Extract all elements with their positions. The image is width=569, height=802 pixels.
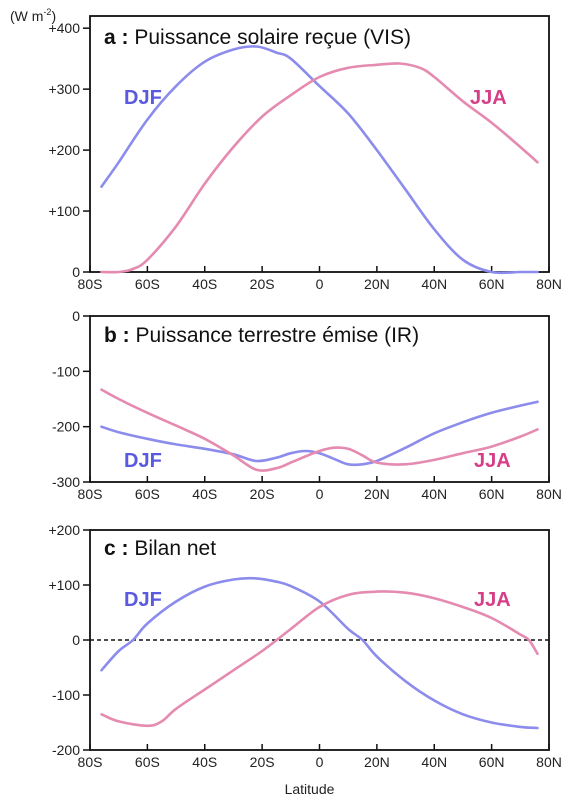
series-line-jja [100, 590, 539, 728]
y-tick-label: 0 [72, 308, 80, 324]
panel-title-text: Bilan net [134, 537, 216, 560]
x-tick-label: 60N [479, 486, 505, 502]
series-line-djf [100, 576, 539, 730]
panel-title-letter: c : [104, 537, 134, 560]
panel-a: 0 +100 +200 +300 +400 80S 60S 40S 20S 0 20N 40N 60N 8… [48, 15, 562, 292]
x-tick-label: 40N [421, 754, 447, 770]
x-tick-label: 40S [192, 486, 217, 502]
series-label-jja: JJA [470, 87, 507, 109]
x-tick-label: 0 [316, 486, 324, 502]
x-tick-label: 20S [250, 754, 275, 770]
panel-title: c : Bilan net [104, 537, 216, 560]
panel-title-letter: b : [104, 324, 136, 347]
x-tick-label: 60N [479, 754, 505, 770]
x-tick-label: 60S [135, 486, 160, 502]
series-label-djf: DJF [124, 589, 162, 611]
y-tick-label: +100 [48, 577, 80, 593]
series-label-jja: JJA [474, 450, 511, 472]
unit-label-close: ) [51, 8, 56, 24]
y-tick-label: +300 [48, 81, 80, 97]
y-tick-label: -100 [52, 687, 80, 703]
y-tick-label: 0 [72, 264, 80, 280]
y-tick-label: -200 [52, 419, 80, 435]
x-tick-label: 80N [536, 276, 562, 292]
x-tick-label: 20N [364, 486, 390, 502]
x-tick-label: 80S [78, 486, 103, 502]
x-tick-label: 60N [479, 276, 505, 292]
y-tick-label: +200 [48, 522, 80, 538]
series-label-djf: DJF [124, 87, 162, 109]
panel-title-letter: a : [104, 26, 134, 49]
series-line-djf [100, 400, 539, 467]
x-tick-label: 40S [192, 754, 217, 770]
unit-label-text: (W m [10, 8, 43, 24]
x-tick-label: 40S [192, 276, 217, 292]
x-tick-label: 40N [421, 486, 447, 502]
y-tick-label: +400 [48, 20, 80, 36]
x-tick-label: 60S [135, 754, 160, 770]
series-label-djf: DJF [124, 450, 162, 472]
panel-title: b : Puissance terrestre émise (IR) [104, 324, 419, 347]
x-tick-label: 0 [316, 754, 324, 770]
x-tick-label: 20S [250, 276, 275, 292]
x-tick-label: 80N [536, 486, 562, 502]
y-tick-label: 0 [72, 632, 80, 648]
series-label-jja: JJA [474, 589, 511, 611]
panel-title-text: Puissance terrestre émise (IR) [136, 324, 420, 347]
plot-frame [89, 15, 550, 273]
x-tick-label: 40N [421, 276, 447, 292]
unit-label: (W m-2) [10, 7, 56, 24]
y-tick-label: +200 [48, 142, 80, 158]
series-line-jja [100, 388, 539, 472]
y-tick-label: +100 [48, 203, 80, 219]
panel-title-text: Puissance solaire reçue (VIS) [134, 26, 411, 49]
series-line-jja [100, 62, 539, 274]
x-tick-label: 0 [316, 276, 324, 292]
x-tick-label: 80S [78, 754, 103, 770]
plot-frame [89, 529, 550, 751]
unit-label-superscript: -2 [43, 7, 51, 17]
x-axis-label: Latitude [285, 781, 335, 797]
x-tick-label: 80N [536, 754, 562, 770]
y-tick-label: -100 [52, 363, 80, 379]
x-tick-label: 20S [250, 486, 275, 502]
x-tick-label: 60S [135, 276, 160, 292]
y-tick-label: -200 [52, 742, 80, 758]
y-tick-label: -300 [52, 474, 80, 490]
series-line-djf [100, 45, 539, 275]
x-tick-label: 20N [364, 754, 390, 770]
panel-title: a : Puissance solaire reçue (VIS) [104, 26, 411, 49]
x-tick-label: 20N [364, 276, 390, 292]
x-tick-label: 80S [78, 276, 103, 292]
